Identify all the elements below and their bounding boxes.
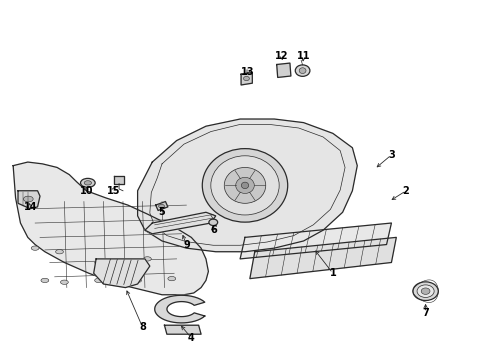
Ellipse shape <box>95 260 102 265</box>
Polygon shape <box>145 212 216 234</box>
Text: 1: 1 <box>329 268 336 278</box>
Ellipse shape <box>95 278 102 283</box>
Text: 12: 12 <box>275 51 288 61</box>
Ellipse shape <box>413 282 438 301</box>
Polygon shape <box>250 237 396 279</box>
Text: 11: 11 <box>297 51 310 61</box>
Ellipse shape <box>417 285 434 297</box>
Text: 3: 3 <box>388 150 395 160</box>
Ellipse shape <box>55 249 63 254</box>
Ellipse shape <box>236 177 254 193</box>
Text: 13: 13 <box>241 67 254 77</box>
Ellipse shape <box>41 278 49 283</box>
Text: 15: 15 <box>106 186 120 196</box>
Polygon shape <box>138 119 357 252</box>
Ellipse shape <box>60 280 68 284</box>
Ellipse shape <box>211 156 279 215</box>
Ellipse shape <box>144 257 151 261</box>
Text: 9: 9 <box>183 239 190 249</box>
Polygon shape <box>155 295 205 323</box>
Text: 14: 14 <box>24 202 37 212</box>
Polygon shape <box>114 176 124 184</box>
Ellipse shape <box>24 196 33 202</box>
Ellipse shape <box>31 246 39 250</box>
Ellipse shape <box>299 68 306 73</box>
Text: 4: 4 <box>188 333 195 343</box>
Ellipse shape <box>134 278 142 283</box>
Ellipse shape <box>159 204 165 208</box>
Ellipse shape <box>244 76 249 81</box>
Polygon shape <box>241 72 252 85</box>
Text: 5: 5 <box>159 207 166 217</box>
Polygon shape <box>94 259 150 288</box>
Polygon shape <box>18 191 40 209</box>
Polygon shape <box>277 63 291 77</box>
Ellipse shape <box>421 288 430 294</box>
Polygon shape <box>240 223 392 259</box>
Polygon shape <box>165 325 201 334</box>
Text: 2: 2 <box>403 186 410 196</box>
Ellipse shape <box>295 65 310 76</box>
Ellipse shape <box>209 219 218 226</box>
Ellipse shape <box>168 276 176 281</box>
Ellipse shape <box>202 149 288 222</box>
Text: 7: 7 <box>422 308 429 318</box>
Text: 8: 8 <box>139 322 146 332</box>
Ellipse shape <box>224 167 266 203</box>
Text: 10: 10 <box>79 186 93 196</box>
Text: 6: 6 <box>210 225 217 235</box>
Polygon shape <box>156 202 168 211</box>
Ellipse shape <box>242 182 248 189</box>
Ellipse shape <box>84 181 92 185</box>
Polygon shape <box>13 162 208 295</box>
Ellipse shape <box>80 179 95 187</box>
